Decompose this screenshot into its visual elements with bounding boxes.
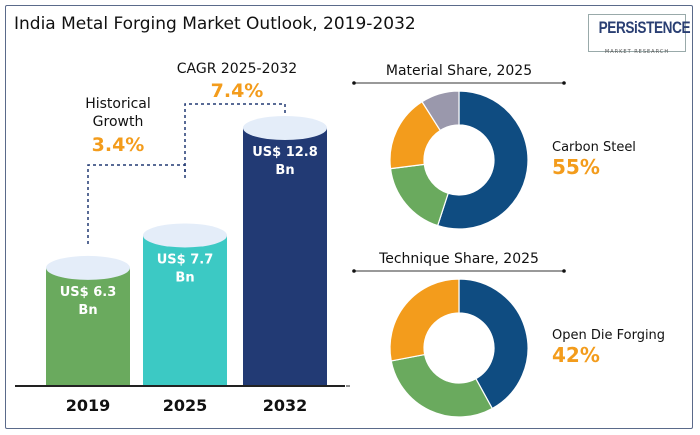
bar-label-unit-2019: Bn (78, 303, 97, 318)
frame (5, 5, 693, 429)
bar-label-2025: US$ 7.7 (157, 252, 214, 267)
bar-label-unit-2032: Bn (275, 163, 294, 178)
annot-historical-label-1: Historical (85, 96, 151, 112)
connector-cagr (184, 103, 286, 172)
bar-2025 (143, 235, 227, 386)
tick-label-2019: 2019 (66, 396, 111, 415)
donut-1-highlight-label: Carbon Steel (552, 140, 636, 155)
bar-2019 (46, 267, 130, 386)
rule-dot (352, 269, 356, 273)
donut-2-slice-0 (458, 278, 529, 410)
bar-label-2019: US$ 6.3 (60, 285, 117, 300)
bar-2032 (243, 128, 327, 386)
donut-1-slice-1 (389, 163, 449, 227)
donut-1-highlight-value: 55% (552, 155, 600, 179)
donut-1-slice-3 (421, 90, 460, 132)
donut-title-2: Technique Share, 2025 (378, 251, 539, 267)
bar-label-unit-2025: Bn (175, 270, 194, 285)
donut-2-highlight-value: 42% (552, 343, 600, 367)
donut-2-slice-1 (390, 353, 494, 418)
donut-2-slice-2 (389, 278, 460, 362)
tick-label-2025: 2025 (163, 396, 208, 415)
rule-dot (562, 81, 566, 85)
bar-label-2032: US$ 12.8 (252, 145, 318, 160)
annot-historical-value: 3.4% (92, 134, 145, 156)
logo-tagline: MARKET RESEARCH (604, 49, 670, 55)
bar-cap-2032 (243, 116, 327, 140)
annot-cagr-value: 7.4% (211, 80, 264, 102)
bar-cap-2019 (46, 255, 130, 280)
annot-cagr-label: CAGR 2025-2032 (177, 61, 297, 77)
donut-2-highlight-label: Open Die Forging (552, 328, 665, 343)
rule-dot (352, 81, 356, 85)
donut-1-slice-0 (436, 90, 529, 230)
page-title: India Metal Forging Market Outlook, 2019… (14, 14, 416, 34)
logo-text: PERSiSTENCE (598, 18, 691, 37)
logo: PERSiSTENCE MARKET RESEARCH (588, 14, 691, 55)
donut-title-1: Material Share, 2025 (386, 63, 532, 79)
tick-label-2032: 2032 (263, 396, 308, 415)
rule-dot (562, 269, 566, 273)
annot-historical-label-2: Growth (93, 114, 144, 130)
bar-cap-2025 (143, 223, 227, 248)
